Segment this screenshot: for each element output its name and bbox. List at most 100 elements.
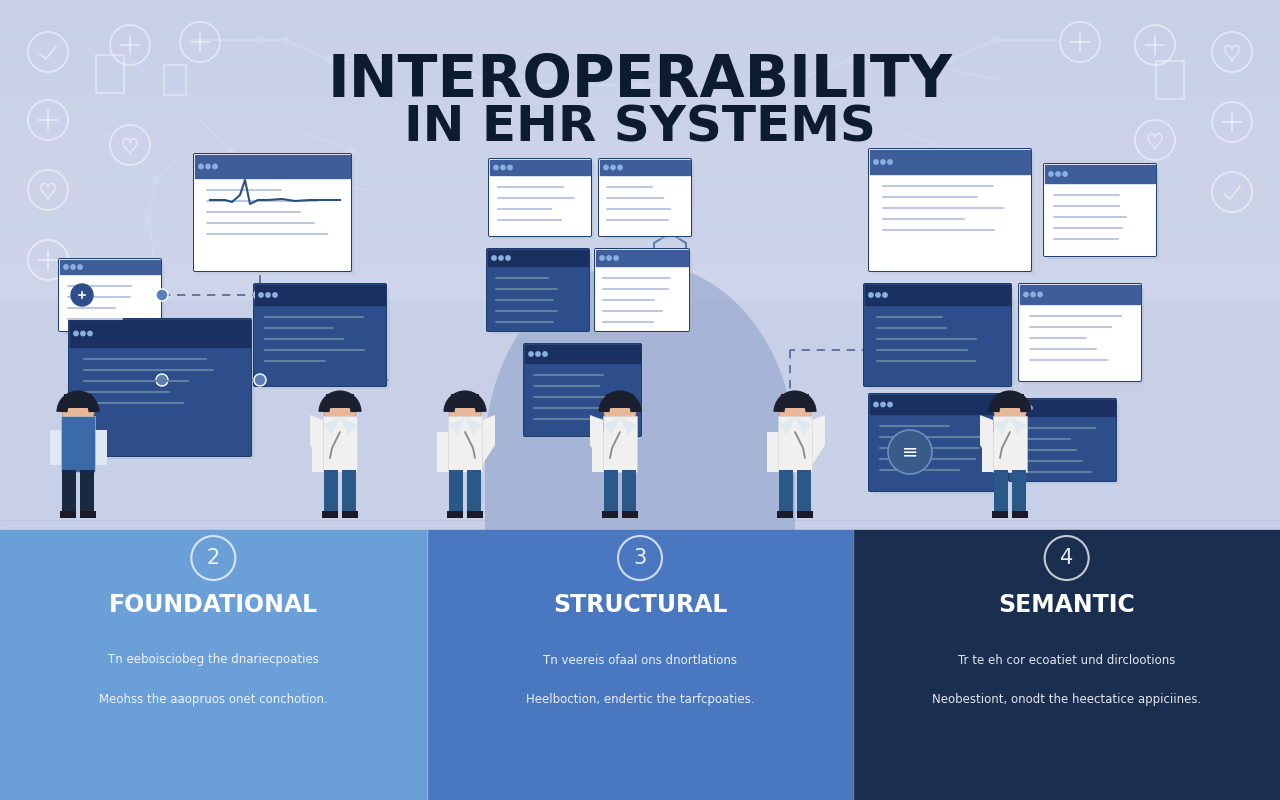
Bar bbox=[0, 254, 1280, 255]
Bar bbox=[488, 250, 588, 266]
Bar bbox=[0, 206, 1280, 207]
Bar bbox=[0, 132, 1280, 133]
Bar bbox=[0, 299, 1280, 300]
Bar bbox=[0, 26, 1280, 27]
Bar bbox=[0, 130, 1280, 131]
Circle shape bbox=[888, 402, 892, 406]
FancyBboxPatch shape bbox=[869, 394, 1001, 491]
Bar bbox=[865, 285, 1010, 305]
Bar bbox=[0, 230, 1280, 231]
Bar bbox=[0, 225, 1280, 226]
Bar bbox=[797, 470, 812, 512]
Bar bbox=[0, 166, 1280, 167]
Bar bbox=[1010, 400, 1115, 416]
Circle shape bbox=[614, 256, 618, 260]
Bar bbox=[0, 111, 1280, 112]
Bar bbox=[0, 235, 1280, 236]
Bar bbox=[0, 191, 1280, 192]
FancyBboxPatch shape bbox=[486, 249, 590, 331]
Bar bbox=[0, 147, 1280, 148]
Bar bbox=[0, 252, 1280, 253]
Bar bbox=[0, 190, 1280, 191]
Bar bbox=[326, 394, 355, 408]
Bar bbox=[0, 14, 1280, 15]
Bar bbox=[0, 223, 1280, 224]
Circle shape bbox=[81, 331, 86, 336]
Bar bbox=[0, 197, 1280, 198]
Bar bbox=[0, 102, 1280, 103]
Polygon shape bbox=[485, 262, 795, 530]
Bar bbox=[0, 109, 1280, 110]
Circle shape bbox=[508, 166, 512, 170]
Bar bbox=[602, 511, 618, 518]
Circle shape bbox=[500, 166, 506, 170]
Bar bbox=[777, 511, 794, 518]
Bar bbox=[0, 83, 1280, 84]
Bar bbox=[0, 108, 1280, 109]
Bar bbox=[0, 54, 1280, 55]
Bar bbox=[0, 279, 1280, 280]
Bar bbox=[0, 140, 1280, 141]
Bar bbox=[767, 432, 780, 472]
Text: FOUNDATIONAL: FOUNDATIONAL bbox=[109, 593, 317, 617]
Bar bbox=[0, 96, 1280, 97]
Bar bbox=[0, 199, 1280, 200]
Bar bbox=[0, 135, 1280, 136]
Text: Tr te eh cor ecoatiet und dirclootions: Tr te eh cor ecoatiet und dirclootions bbox=[957, 654, 1175, 666]
Bar bbox=[0, 44, 1280, 45]
Bar bbox=[0, 24, 1280, 25]
Circle shape bbox=[604, 396, 636, 428]
Bar bbox=[0, 257, 1280, 258]
Bar bbox=[0, 101, 1280, 102]
Text: Tn eeboisciobeg the dnariecpoaties: Tn eeboisciobeg the dnariecpoaties bbox=[108, 654, 319, 666]
Bar bbox=[0, 275, 1280, 276]
Bar bbox=[0, 284, 1280, 285]
Bar bbox=[63, 263, 163, 333]
Bar bbox=[0, 95, 1280, 96]
Bar bbox=[0, 241, 1280, 242]
Polygon shape bbox=[993, 417, 1010, 435]
Bar bbox=[0, 280, 1280, 281]
Text: 2: 2 bbox=[206, 548, 220, 568]
Bar bbox=[0, 4, 1280, 5]
Bar bbox=[529, 348, 643, 438]
Bar bbox=[525, 345, 640, 363]
Bar bbox=[436, 432, 449, 472]
Bar bbox=[0, 259, 1280, 260]
Bar bbox=[0, 208, 1280, 209]
Bar bbox=[447, 511, 463, 518]
Bar bbox=[0, 40, 1280, 41]
Bar bbox=[492, 253, 591, 333]
Bar bbox=[0, 182, 1280, 183]
Bar bbox=[0, 47, 1280, 48]
Bar bbox=[0, 209, 1280, 210]
Bar bbox=[323, 416, 357, 472]
Bar bbox=[0, 59, 1280, 60]
Bar bbox=[195, 155, 349, 178]
Bar bbox=[0, 194, 1280, 195]
Polygon shape bbox=[603, 417, 620, 435]
Circle shape bbox=[156, 374, 168, 386]
Bar bbox=[0, 55, 1280, 56]
Bar bbox=[0, 250, 1280, 251]
Bar bbox=[70, 320, 250, 347]
Bar bbox=[0, 273, 1280, 274]
Bar bbox=[0, 149, 1280, 150]
Bar bbox=[0, 207, 1280, 208]
Bar bbox=[1023, 288, 1143, 383]
Bar bbox=[0, 123, 1280, 124]
Text: ≡: ≡ bbox=[902, 442, 918, 462]
Circle shape bbox=[64, 265, 68, 269]
Bar bbox=[324, 470, 338, 512]
Bar bbox=[0, 99, 1280, 100]
Bar bbox=[0, 20, 1280, 21]
Bar bbox=[591, 432, 604, 472]
Bar bbox=[0, 296, 1280, 297]
Bar bbox=[0, 297, 1280, 298]
Bar bbox=[0, 35, 1280, 36]
Bar bbox=[0, 100, 1280, 101]
Bar bbox=[0, 169, 1280, 170]
Bar bbox=[0, 10, 1280, 11]
Polygon shape bbox=[590, 415, 603, 465]
Bar bbox=[0, 84, 1280, 85]
